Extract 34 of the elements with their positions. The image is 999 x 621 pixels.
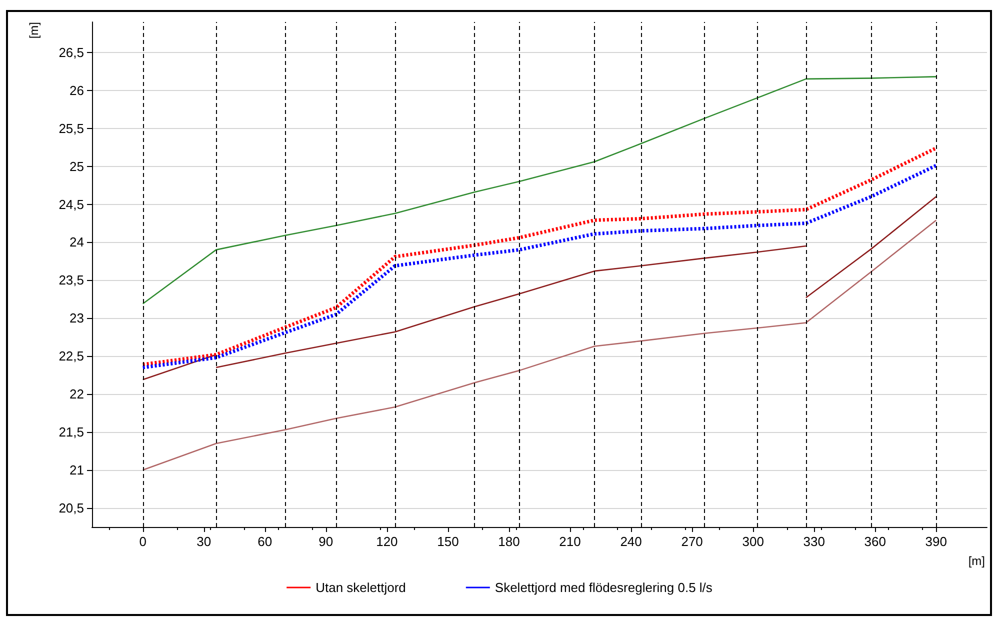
x-tick-label: 150 [437,534,459,549]
x-tick-label: 90 [318,534,334,549]
line-series [142,76,937,304]
x-tick-label: 270 [681,534,703,549]
x-tick-label: 120 [376,534,398,549]
x-tick-label: 360 [864,534,886,549]
x-tick-label: 210 [559,534,581,549]
x-tick-label: 240 [620,534,642,549]
legend-label: Utan skelettjord [316,580,406,595]
x-tick-label: 330 [803,534,825,549]
y-tick-label: 22 [70,386,84,402]
y-tick-label: 25 [70,158,84,174]
line-series [142,220,937,471]
y-tick-label: 21,5 [58,424,84,440]
y-tick-label: 24,5 [58,196,84,212]
y-tick-label: 23,5 [58,272,84,288]
y-tick-label: 22,5 [58,348,84,364]
y-axis-title: [m] [27,22,41,39]
y-tick-label: 23 [70,310,84,326]
y-tick-label: 24 [70,234,84,250]
x-axis-title: [m] [968,554,985,568]
y-tick-label: 26,5 [58,44,84,60]
legend-label: Skelettjord med flödesreglering 0.5 l/s [494,580,713,595]
y-tick-label: 26 [70,82,84,98]
x-tick-label: 60 [258,534,272,549]
y-tick-label: 25,5 [58,120,84,136]
x-tick-label: 180 [498,534,520,549]
x-tick-label: 390 [925,534,947,549]
x-tick-label: 0 [139,534,146,549]
y-tick-label: 21 [70,462,84,478]
x-tick-label: 300 [742,534,764,549]
x-tick-label: 30 [196,534,212,549]
y-tick-label: 20,5 [58,500,84,516]
line-series [215,245,807,368]
